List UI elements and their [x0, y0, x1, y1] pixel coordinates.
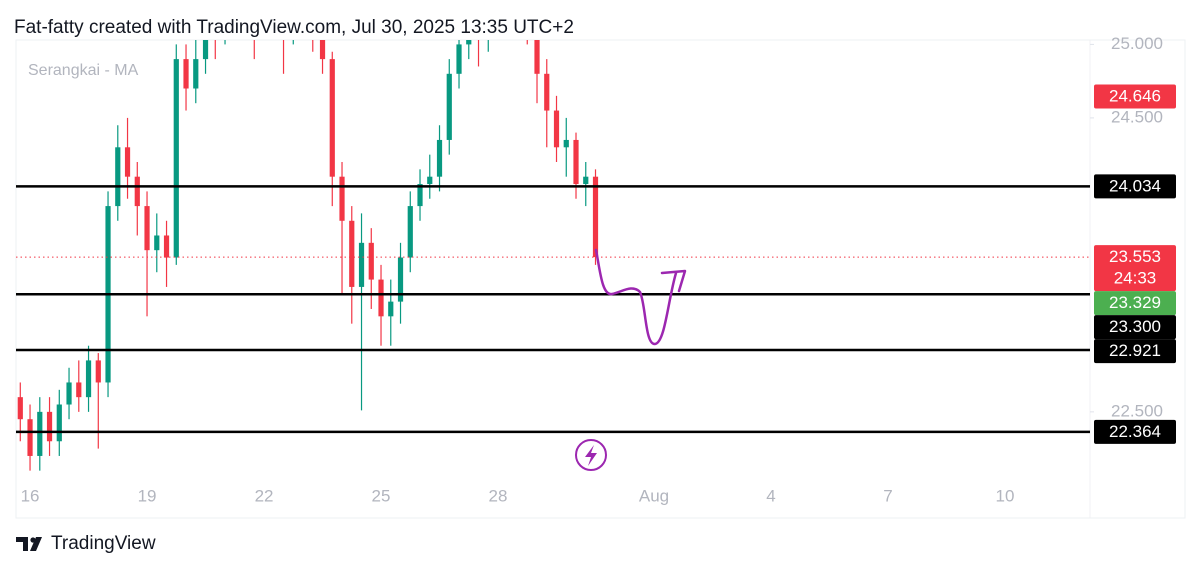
candle-body [388, 301, 394, 317]
candle-body [261, 0, 266, 8]
candle-body [37, 411, 43, 456]
x-tick-label: 7 [883, 486, 892, 505]
candle-body [446, 73, 452, 140]
y-tick-label: 24.500 [1111, 107, 1163, 126]
price-badge-label: 23.329 [1109, 293, 1161, 312]
candle-body [525, 0, 530, 15]
candle-body [563, 139, 569, 148]
price-badge [1094, 419, 1176, 444]
candle-body [319, 40, 326, 60]
price-badge-label: 23.300 [1109, 317, 1161, 336]
candle-body [573, 139, 579, 185]
candle-body [515, 0, 520, 8]
candle-body [95, 360, 101, 383]
candle-body [339, 176, 345, 221]
candle-body [271, 0, 276, 15]
candle-body [232, 0, 237, 15]
candle-body [202, 40, 209, 60]
candle-body [154, 235, 160, 251]
candle-body [66, 382, 72, 405]
tradingview-logo [16, 537, 42, 551]
candle-body [456, 44, 462, 74]
x-tick-label: 25 [372, 486, 391, 505]
hand-drawn-path [594, 248, 678, 346]
candle-body [134, 176, 140, 207]
candle-body [427, 176, 433, 185]
candle-body [495, 0, 500, 15]
candle-body [358, 242, 365, 287]
candle-body [553, 110, 560, 148]
price-badge-label: 24.034 [1109, 176, 1161, 195]
candle-body [466, 40, 472, 45]
price-badge [1094, 174, 1176, 199]
candle-body [56, 404, 62, 442]
legend: Serangkai - MA [28, 62, 139, 79]
candle-body [329, 59, 335, 177]
candle-body [27, 419, 33, 456]
axis-layer: 16 19 22 25 28 Aug 4 7 10 25.000 24.500 22.500 [21, 34, 1163, 506]
x-tick-label: 22 [255, 486, 274, 505]
candle-body [183, 59, 189, 89]
footer-brand: TradingView [51, 533, 156, 554]
price-badge-label: 23.553 [1109, 247, 1161, 266]
price-badge [1094, 291, 1176, 316]
y-tick-label: 22.500 [1111, 401, 1163, 420]
candle-body [534, 40, 540, 74]
candle-body [115, 147, 121, 207]
candle-body [193, 59, 199, 89]
logo-mark [16, 537, 42, 551]
countdown-label: 24:33 [1114, 269, 1157, 288]
header-title: Fat-fatty created with TradingView.com, … [14, 17, 574, 38]
candle-body [436, 139, 443, 177]
candle-body [544, 73, 550, 111]
levels-layer [16, 185, 1090, 434]
badges-layer: 24.646 24.034 23.553 24:33 23.329 23.300 22.92… [1094, 84, 1176, 444]
candle-body [46, 411, 53, 442]
price-badge [1094, 315, 1176, 340]
x-tick-label: 10 [996, 486, 1015, 505]
x-tick-label: 4 [766, 486, 775, 505]
price-badge-label: 24.646 [1109, 86, 1161, 105]
candle-body [349, 220, 355, 287]
price-badge-label: 22.921 [1109, 341, 1161, 360]
price-badge [1094, 339, 1176, 364]
candle-body [17, 397, 23, 420]
x-tick-label: 19 [138, 486, 157, 505]
candle-body [368, 242, 374, 280]
candle-body [163, 235, 170, 258]
candle-body [85, 360, 92, 398]
price-badge [1094, 245, 1176, 292]
x-tick-label: 28 [489, 486, 508, 505]
arrow-head [660, 269, 687, 293]
y-tick-label: 25.000 [1111, 34, 1163, 53]
candle-body [505, 0, 510, 7]
candle-body [76, 382, 82, 398]
candle-body [583, 176, 589, 185]
candle-body [397, 257, 404, 302]
price-badge-label: 22.364 [1109, 422, 1161, 441]
candle-body [124, 147, 131, 177]
x-tick-label: 16 [21, 486, 40, 505]
candle-body [417, 184, 423, 207]
candles-layer [17, 0, 599, 471]
x-tick-label: Aug [639, 486, 669, 505]
candle-body [300, 0, 305, 15]
candle-body [173, 59, 179, 258]
logo-dot [30, 537, 36, 543]
chart-frame [15, 39, 1186, 519]
lightning-glyph [585, 445, 597, 466]
candle-body [378, 279, 384, 317]
candle-body [252, 0, 257, 8]
candle-body [242, 0, 247, 15]
candle-body [144, 206, 150, 251]
candle-body [592, 176, 599, 258]
price-badge [1094, 84, 1176, 109]
candle-body [407, 206, 413, 258]
